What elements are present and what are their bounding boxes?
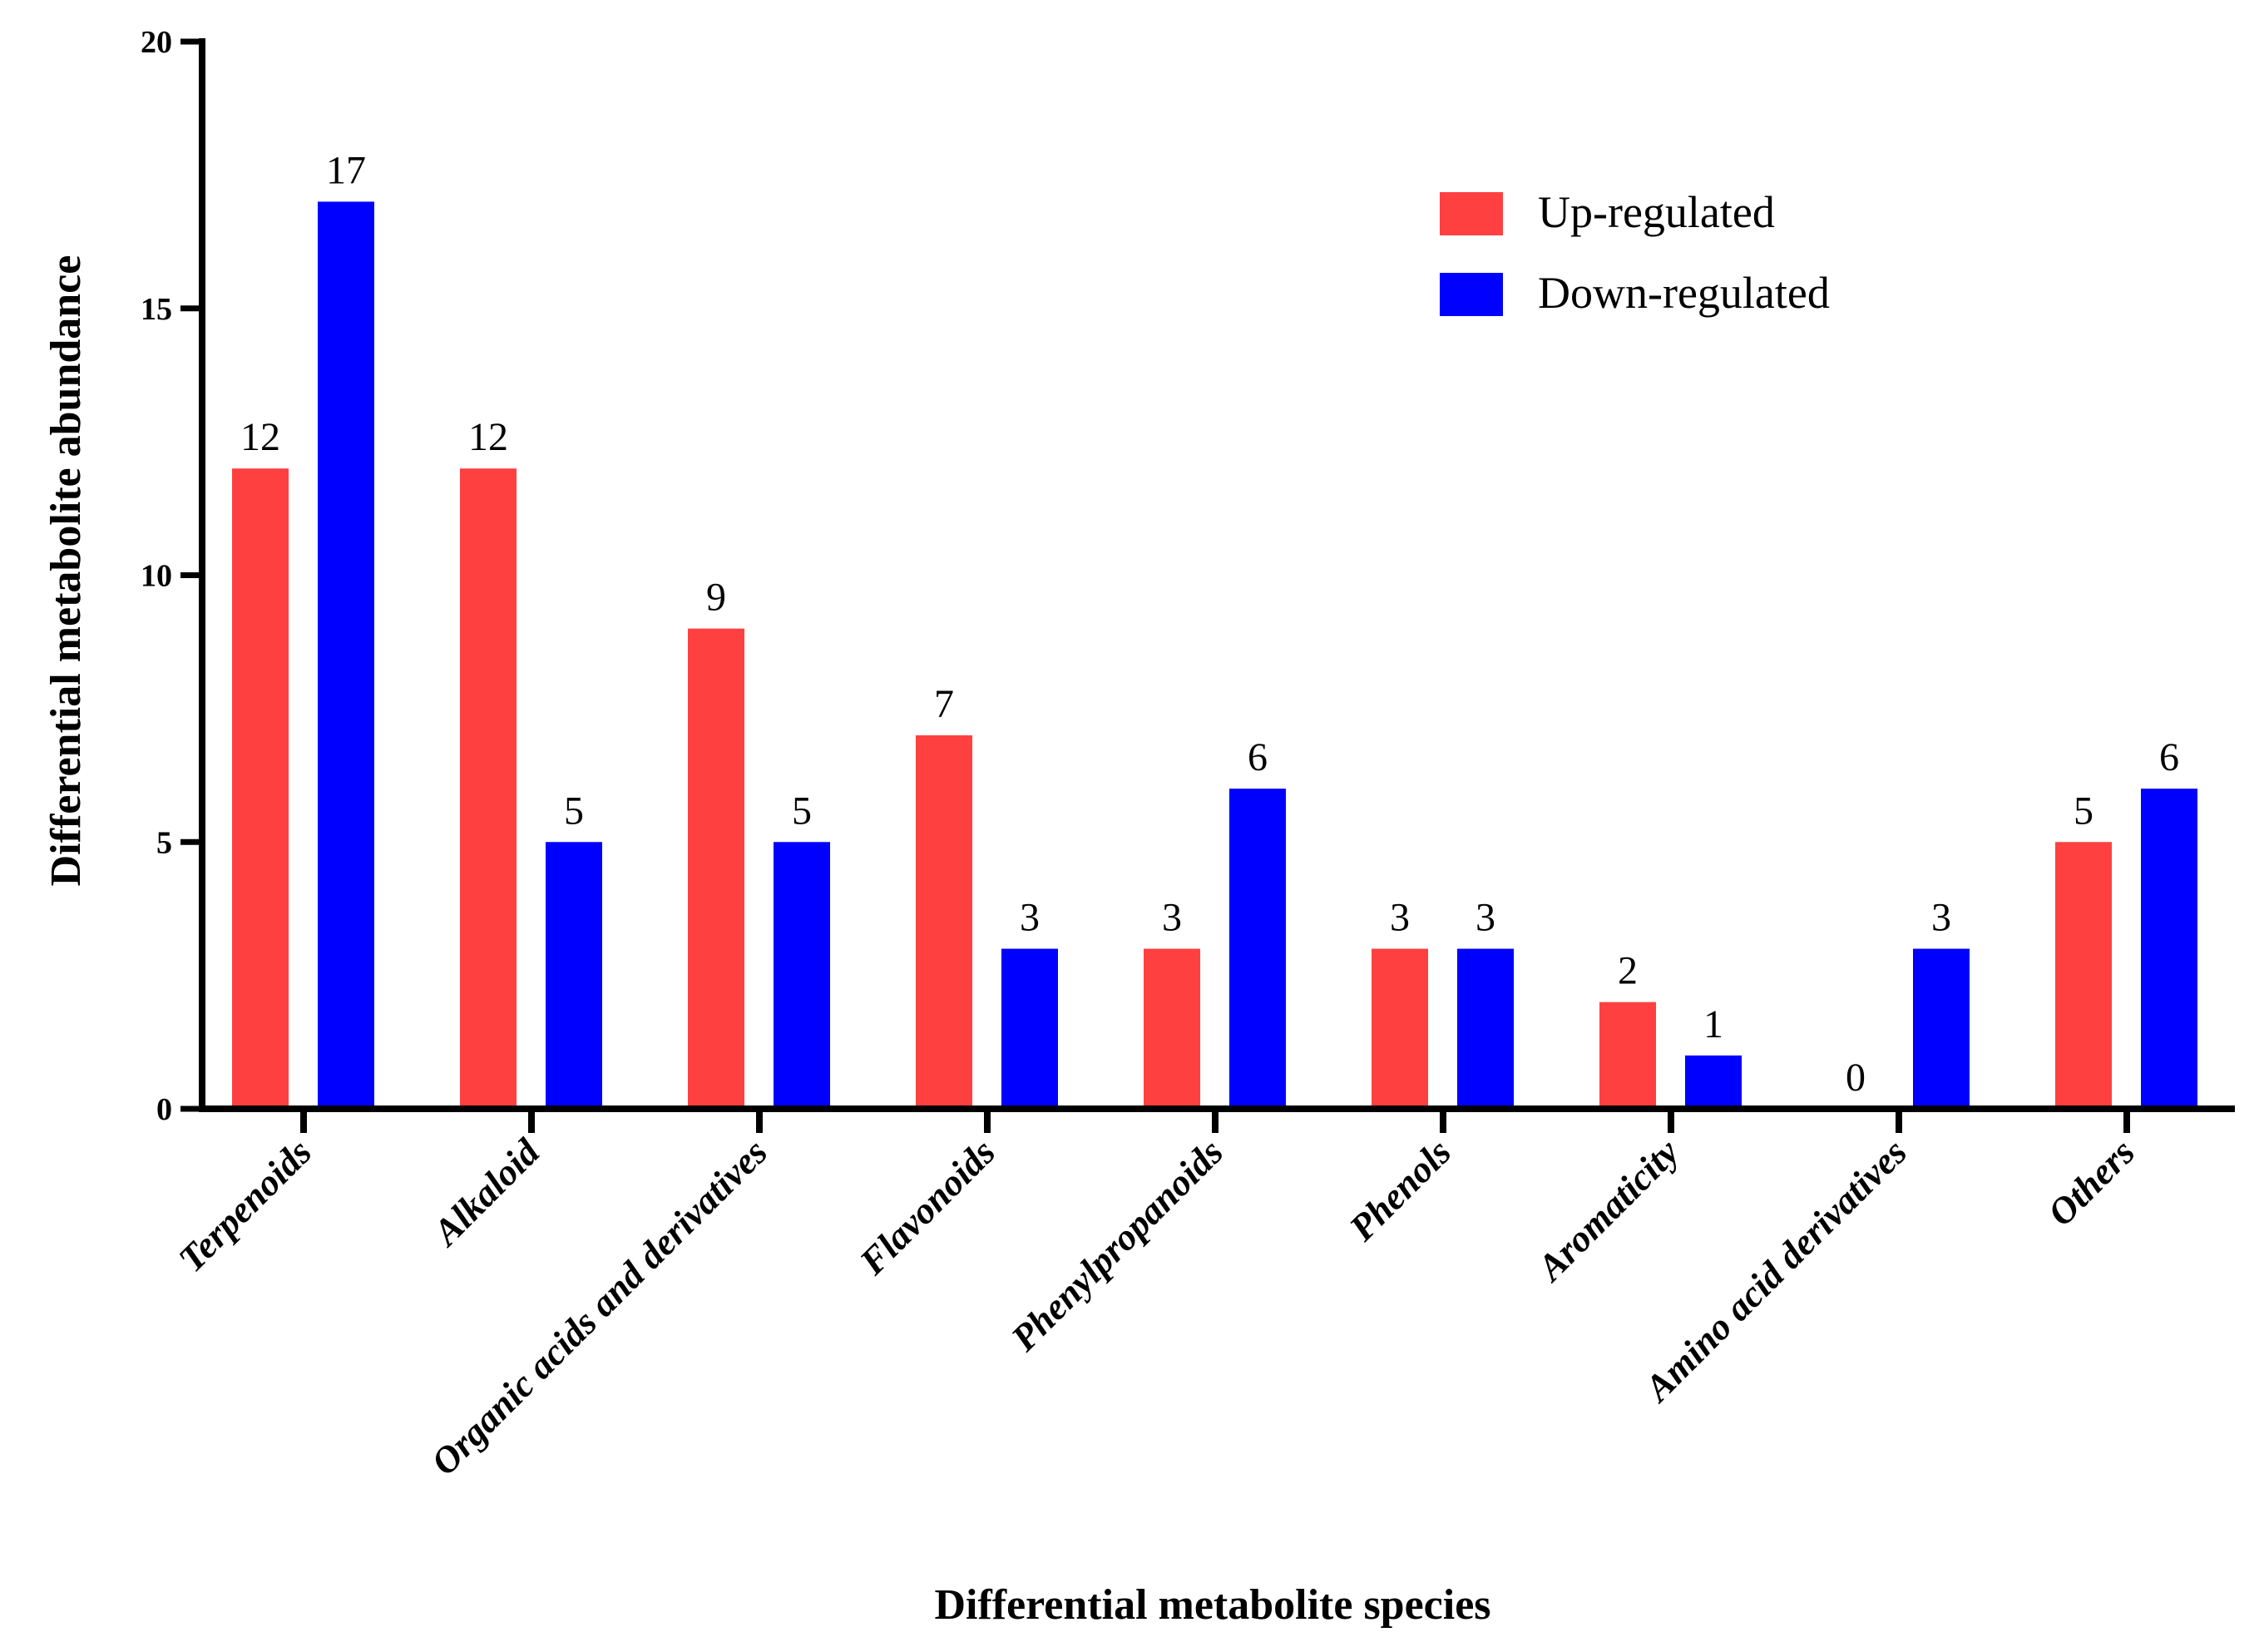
bar-down-6	[1685, 1055, 1742, 1109]
y-axis-title: Differential metabolite abundance	[42, 255, 90, 887]
legend-swatch-up	[1440, 192, 1503, 235]
bar-down-5	[1457, 948, 1514, 1109]
bar-down-4	[1229, 789, 1286, 1109]
bar-up-0	[232, 468, 289, 1109]
bar-up-6	[1599, 1002, 1656, 1109]
x-axis-title: Differential metabolite species	[934, 1581, 1490, 1629]
data-label: 12	[468, 415, 508, 459]
legend-label: Down-regulated	[1538, 268, 1830, 318]
x-tick-label: Others	[2039, 1131, 2143, 1234]
y-tick-label: 5	[156, 825, 172, 860]
data-label: 5	[564, 789, 584, 833]
bar-up-1	[460, 468, 517, 1109]
data-label: 5	[792, 789, 812, 833]
data-label: 3	[1020, 896, 1040, 940]
bar-down-0	[318, 201, 374, 1110]
x-tick-label: Alkaloid	[423, 1130, 548, 1255]
bar-up-5	[1372, 948, 1428, 1109]
y-tick-label: 10	[141, 559, 172, 594]
x-tick-label: Phenylpropanoids	[1002, 1131, 1231, 1360]
x-tick-label: Aromaticity	[1528, 1130, 1688, 1290]
data-labels-layer: 12 17 12 5 9 5 7 3 3 6 3 3 2 1 0 3 5 6	[240, 148, 2179, 1100]
bar-up-2	[688, 628, 744, 1109]
x-tick-label: Phenols	[1341, 1131, 1459, 1249]
data-label: 5	[2074, 789, 2093, 833]
data-label: 3	[1162, 896, 1182, 940]
data-label: 1	[1703, 1002, 1723, 1046]
y-tick-label: 0	[156, 1092, 172, 1127]
data-label: 7	[934, 682, 954, 726]
legend: Up-regulated Down-regulated	[1440, 187, 1830, 318]
bar-up-3	[916, 734, 972, 1109]
bar-down-3	[1001, 948, 1058, 1109]
bar-up-8	[2055, 842, 2112, 1109]
bar-down-2	[774, 842, 830, 1109]
y-tick-label: 20	[141, 25, 172, 60]
x-tick-label: Flavonoids	[851, 1131, 1003, 1284]
legend-label: Up-regulated	[1538, 187, 1775, 237]
bar-down-7	[1913, 948, 1970, 1109]
legend-swatch-down	[1440, 273, 1503, 316]
bar-down-1	[546, 842, 602, 1109]
data-label: 12	[240, 415, 280, 459]
x-tick-label: Terpenoids	[171, 1131, 319, 1280]
data-label: 17	[326, 148, 366, 192]
y-tick-label: 15	[141, 292, 172, 327]
bars-layer	[232, 201, 2197, 1110]
data-label: 6	[2159, 735, 2179, 779]
data-label: 3	[1931, 896, 1951, 940]
data-label: 0	[1846, 1056, 1866, 1100]
data-label: 2	[1618, 949, 1638, 993]
bar-down-8	[2141, 789, 2197, 1109]
bar-up-4	[1144, 948, 1200, 1109]
data-label: 3	[1476, 896, 1495, 940]
data-label: 9	[706, 576, 726, 620]
data-label: 6	[1248, 735, 1268, 779]
data-label: 3	[1390, 896, 1410, 940]
x-tick-label: Amino acid derivatives	[1635, 1131, 1915, 1411]
